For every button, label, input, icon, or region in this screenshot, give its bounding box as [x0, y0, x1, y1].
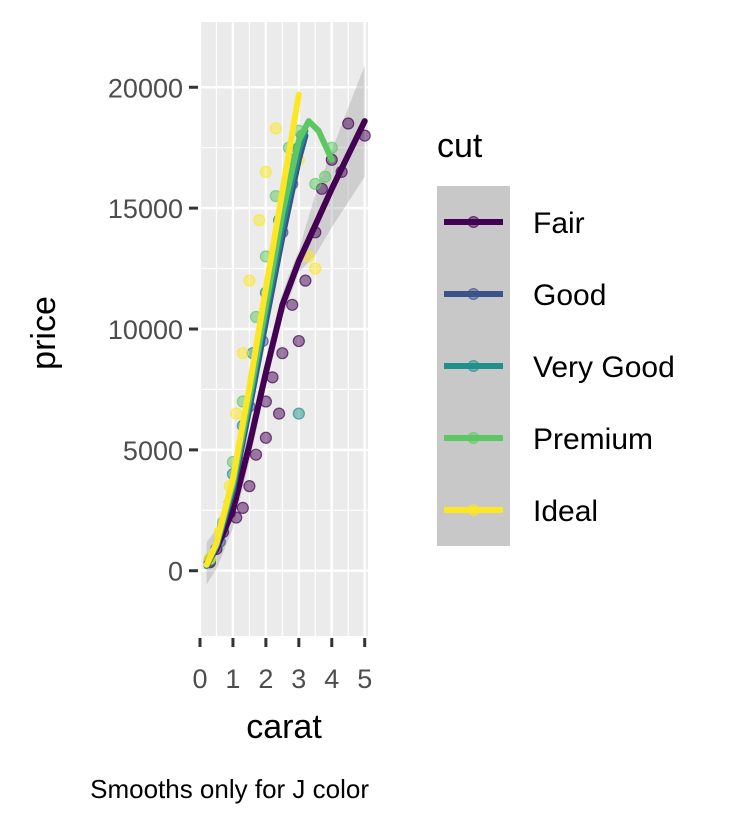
scatter-point	[292, 407, 305, 420]
legend-label: Ideal	[533, 495, 598, 528]
y-tick-label: 0	[168, 557, 183, 587]
legend-title: cut	[437, 127, 483, 165]
legend-key-point	[467, 432, 480, 444]
y-tick-label: 15000	[108, 194, 183, 224]
x-tick-label: 0	[192, 664, 207, 694]
legend: cut Fair Good Very Good Premium Ideal	[437, 127, 675, 546]
y-tick-label: 5000	[123, 436, 183, 466]
legend-key-point	[467, 288, 480, 300]
y-axis-title: price	[25, 296, 63, 370]
scatter-point	[286, 298, 299, 311]
scatter-point	[292, 334, 305, 348]
legend-key-point	[467, 360, 480, 372]
legend-key-point	[467, 216, 480, 228]
x-tick-label: 2	[258, 664, 273, 694]
major-gridlines	[198, 22, 368, 636]
scatter-point	[269, 122, 282, 135]
y-tick-label: 20000	[108, 73, 183, 103]
scatter-point	[309, 177, 322, 191]
caption: Smooths only for J color	[90, 774, 369, 804]
scatter-point	[272, 407, 286, 420]
legend-label: Very Good	[533, 351, 675, 384]
scatter-point	[276, 347, 289, 360]
scatter-point	[236, 501, 249, 514]
x-tick-label: 5	[357, 664, 372, 694]
scatter-point	[253, 214, 266, 227]
scatter-point	[342, 117, 355, 130]
scatter-point	[249, 448, 263, 461]
x-tick-label: 1	[225, 664, 240, 694]
smooth-lines	[203, 91, 368, 569]
x-axis-title: carat	[246, 708, 322, 746]
legend-label: Fair	[533, 207, 585, 240]
scatter-point	[243, 480, 256, 493]
scatter-point	[259, 165, 272, 178]
scatter-point	[299, 274, 312, 287]
legend-label: Premium	[533, 423, 653, 456]
x-tick-label: 3	[291, 664, 306, 694]
scatter-point	[259, 431, 272, 444]
x-tick-label: 4	[324, 664, 339, 694]
y-axis: 0 5000 10000 15000 20000	[108, 73, 198, 587]
scatter-point	[230, 407, 243, 420]
scatter-point	[309, 262, 322, 275]
legend-label: Good	[533, 279, 606, 312]
y-tick-label: 10000	[108, 315, 183, 345]
scatter-point	[243, 274, 256, 287]
smooth-line	[203, 118, 368, 567]
legend-key-point	[467, 504, 480, 516]
smooth-line	[203, 91, 302, 568]
scatter-point	[319, 170, 332, 183]
scatter-point	[236, 347, 249, 360]
